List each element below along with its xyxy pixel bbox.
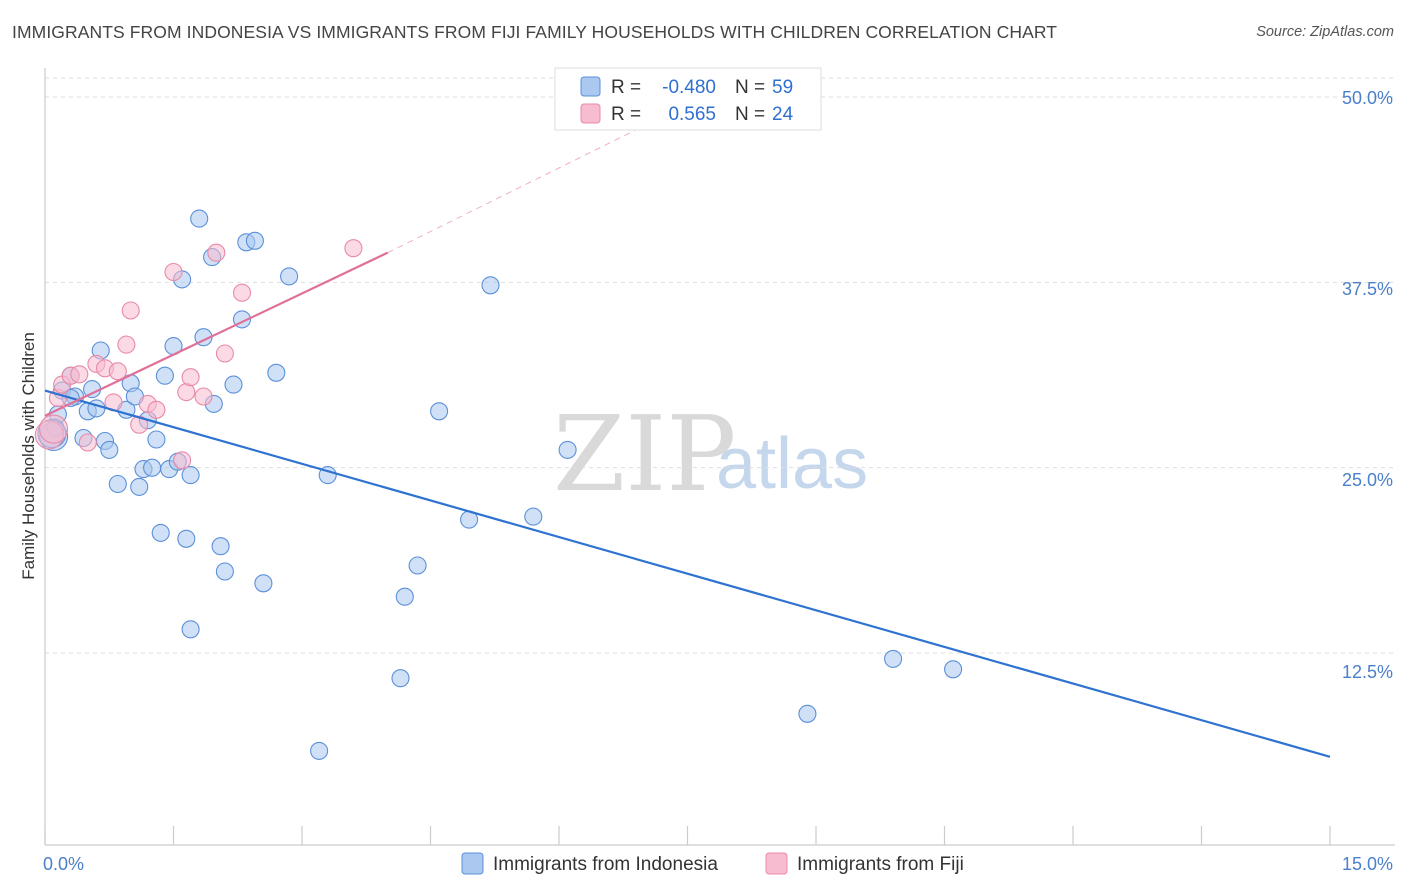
legend-n-label: N = [735, 104, 765, 125]
data-point [147, 400, 166, 419]
data-point [430, 402, 449, 421]
x-tick-label: 0.0% [43, 854, 84, 874]
data-point [177, 529, 196, 548]
y-tick-label: 25.0% [1342, 470, 1393, 490]
bottom-legend-swatch-indonesia [461, 852, 484, 875]
y-tick-label: 12.5% [1342, 662, 1393, 682]
data-point [181, 466, 200, 485]
data-point [232, 283, 252, 302]
data-point [151, 523, 170, 542]
bottom-legend-label-fiji: Immigrants from Fiji [797, 854, 964, 875]
data-point [798, 704, 817, 723]
legend-swatch-fiji [580, 103, 601, 124]
chart-title: IMMIGRANTS FROM INDONESIA VS IMMIGRANTS … [12, 22, 1058, 42]
y-axis-label: Family Households with Children [19, 332, 38, 580]
data-point [164, 262, 183, 282]
data-point [344, 239, 363, 258]
bottom-legend-swatch-fiji [765, 852, 788, 875]
data-point [190, 209, 209, 228]
data-point [130, 477, 149, 496]
data-point [173, 451, 192, 470]
gridlines [45, 77, 1395, 654]
watermark-zip: ZIP [553, 393, 736, 515]
legend-r-label: R = [611, 104, 641, 125]
data-point [310, 741, 329, 760]
data-point [78, 433, 97, 452]
data-point [108, 362, 127, 381]
data-point [884, 649, 903, 668]
x-tick-label: 15.0% [1342, 854, 1393, 874]
legend-r-value: 0.565 [668, 104, 716, 125]
correlation-legend: R = -0.480 N = 59 R = 0.565 N = 24 [554, 67, 822, 131]
data-point [147, 430, 166, 449]
data-point [181, 368, 200, 387]
legend-n-value: 59 [772, 77, 793, 98]
legend-r-value: -0.480 [662, 77, 716, 98]
series-fiji-points [34, 239, 363, 470]
data-point [211, 537, 230, 556]
data-point [39, 414, 69, 444]
data-point [121, 301, 140, 320]
data-point [254, 574, 273, 593]
legend-n-label: N = [735, 77, 765, 98]
data-point [130, 415, 149, 434]
data-point [395, 587, 414, 606]
data-point [143, 458, 162, 477]
data-point [245, 231, 264, 250]
data-point [524, 507, 543, 526]
data-point [215, 344, 234, 363]
data-point [944, 660, 963, 679]
data-point [181, 620, 200, 639]
data-point [224, 375, 243, 394]
data-point [267, 363, 286, 382]
data-point [117, 335, 136, 354]
legend-r-label: R = [611, 77, 641, 98]
y-tick-label: 37.5% [1342, 279, 1393, 299]
data-point [215, 562, 234, 581]
legend-swatch-indonesia [580, 76, 601, 97]
legend-n-value: 24 [772, 104, 794, 125]
data-point [108, 474, 127, 494]
data-point [408, 556, 427, 575]
bottom-legend-label-indonesia: Immigrants from Indonesia [493, 854, 718, 875]
source-label: Source: ZipAtlas.com [1256, 24, 1394, 40]
trend-line-indonesia [44, 389, 1331, 758]
series-legend: Immigrants from Indonesia Immigrants fro… [461, 852, 964, 875]
data-point [391, 669, 410, 688]
data-point [155, 366, 174, 385]
data-point [280, 267, 299, 286]
data-point [194, 387, 213, 406]
watermark-atlas: atlas [716, 424, 868, 504]
data-point [177, 383, 196, 402]
trend-line-fiji [44, 251, 389, 417]
data-point [100, 440, 119, 459]
data-point [481, 276, 500, 295]
data-point [207, 243, 226, 262]
data-point [558, 440, 577, 459]
data-point [70, 365, 89, 384]
y-tick-label: 50.0% [1342, 88, 1393, 108]
x-axis-ticks [44, 826, 1331, 845]
